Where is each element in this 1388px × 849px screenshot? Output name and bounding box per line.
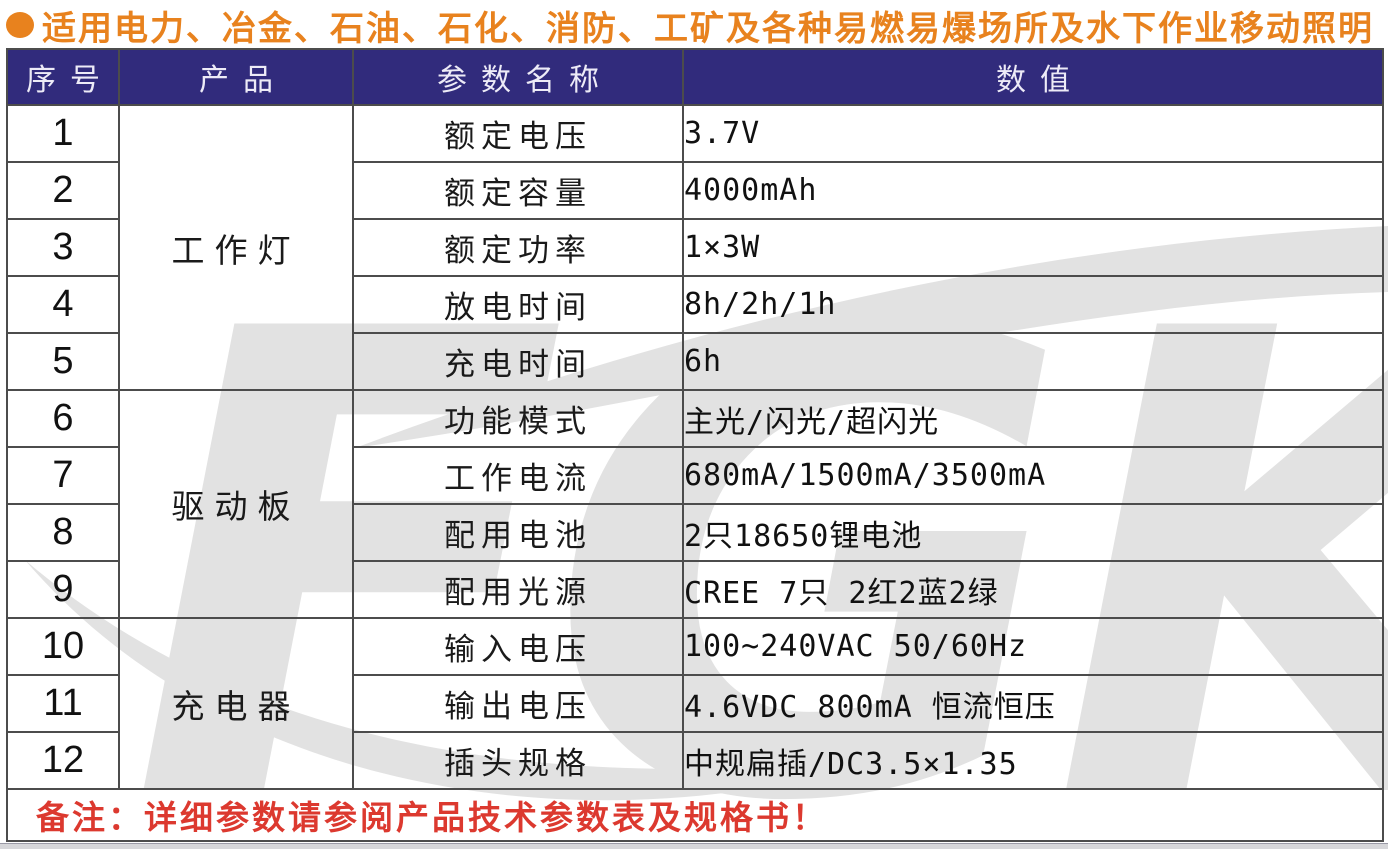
- row-no: 4: [6, 275, 120, 334]
- param-name: 功能模式: [352, 389, 684, 448]
- param-value: 3.7V: [682, 104, 1384, 163]
- note-text: 备注：详细参数请参阅产品技术参数表及规格书！: [6, 788, 1384, 842]
- row-no: 7: [6, 446, 120, 505]
- next-section-edge: [0, 843, 1388, 849]
- param-name: 充电时间: [352, 332, 684, 391]
- table-row: 1 工作灯 额定电压 3.7V: [6, 104, 1384, 391]
- param-name: 配用电池: [352, 503, 684, 562]
- param-value: 6h: [682, 332, 1384, 391]
- param-value: 8h/2h/1h: [682, 275, 1384, 334]
- param-value: 主光/闪光/超闪光: [682, 389, 1384, 448]
- row-no: 10: [6, 617, 120, 676]
- param-name: 插头规格: [352, 731, 684, 790]
- param-name: 工作电流: [352, 446, 684, 505]
- param-name: 放电时间: [352, 275, 684, 334]
- param-value: 中规扁插/DC3.5×1.35: [682, 731, 1384, 790]
- table-row: 8 配用电池 2只18650锂电池: [6, 503, 1384, 562]
- param-value: 100~240VAC 50/60Hz: [682, 617, 1384, 676]
- row-no: 3: [6, 218, 120, 277]
- row-no: 1: [6, 104, 120, 163]
- product-group-driverboard: 驱动板: [118, 389, 354, 619]
- param-value: CREE 7只 2红2蓝2绿: [682, 560, 1384, 619]
- header-value: 数值: [682, 48, 1384, 106]
- product-group-charger: 充电器: [118, 617, 354, 790]
- top-banner: 适用电力、冶金、石油、石化、消防、工矿及各种易燃易爆场所及水下作业移动照明: [6, 4, 1388, 48]
- row-no: 8: [6, 503, 120, 562]
- bullet-icon: [6, 12, 34, 38]
- product-group-worklight: 工作灯: [118, 104, 354, 391]
- top-banner-text: 适用电力、冶金、石油、石化、消防、工矿及各种易燃易爆场所及水下作业移动照明: [42, 9, 1374, 48]
- spec-table: 序号 产品 参数名称 数值 1 工作灯 额定电压 3.7V 2 额定容量 400…: [6, 48, 1384, 842]
- param-name: 配用光源: [352, 560, 684, 619]
- row-no: 12: [6, 731, 120, 790]
- param-name: 输出电压: [352, 674, 684, 733]
- header-product: 产品: [118, 48, 354, 106]
- param-value: 4000mAh: [682, 161, 1384, 220]
- table-row: 2 额定容量 4000mAh: [6, 161, 1384, 220]
- param-value: 4.6VDC 800mA 恒流恒压: [682, 674, 1384, 733]
- table-row: 10 充电器 输入电压 100~240VAC 50/60Hz: [6, 617, 1384, 790]
- param-name: 输入电压: [352, 617, 684, 676]
- table-row: 6 驱动板 功能模式 主光/闪光/超闪光: [6, 389, 1384, 619]
- param-value: 1×3W: [682, 218, 1384, 277]
- param-name: 额定容量: [352, 161, 684, 220]
- param-value: 2只18650锂电池: [682, 503, 1384, 562]
- header-param: 参数名称: [352, 48, 684, 106]
- param-name: 额定功率: [352, 218, 684, 277]
- row-no: 9: [6, 560, 120, 619]
- header-no: 序号: [6, 48, 120, 106]
- note-row: 备注：详细参数请参阅产品技术参数表及规格书！: [6, 788, 1384, 842]
- row-no: 11: [6, 674, 120, 733]
- param-value: 680mA/1500mA/3500mA: [682, 446, 1384, 505]
- row-no: 6: [6, 389, 120, 448]
- table-row: 7 工作电流 680mA/1500mA/3500mA: [6, 446, 1384, 505]
- row-no: 2: [6, 161, 120, 220]
- table-header-row: 序号 产品 参数名称 数值: [6, 48, 1384, 106]
- row-no: 5: [6, 332, 120, 391]
- param-name: 额定电压: [352, 104, 684, 163]
